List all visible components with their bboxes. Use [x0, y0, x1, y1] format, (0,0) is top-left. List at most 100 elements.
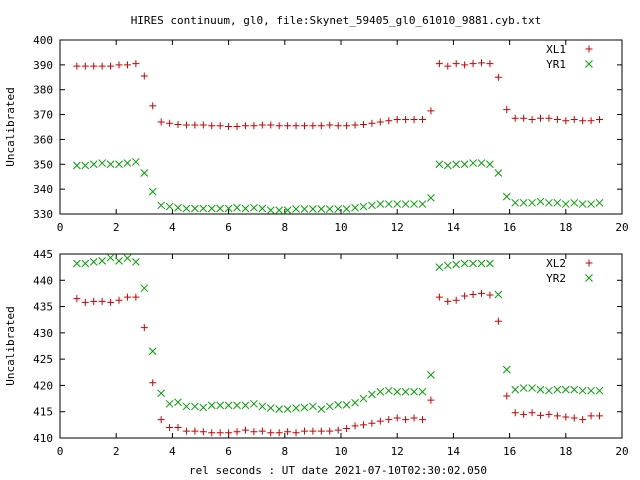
panel2-YR2-point — [207, 401, 216, 410]
panel2-YR2-point — [216, 401, 225, 410]
panel1-YR1-point — [460, 160, 469, 169]
panel1-YR1-point — [443, 161, 452, 170]
panel1-YR1-point — [519, 198, 528, 207]
panel2-XL2-point — [275, 429, 283, 437]
panel2-XL2-point — [199, 428, 207, 436]
panel1-XL1-point — [326, 121, 334, 129]
panel2-XL2-point — [140, 324, 148, 332]
panel1-YR1-point — [502, 192, 511, 201]
panel2-XL2-point — [267, 429, 275, 437]
panel1-XL1-point — [81, 62, 89, 70]
panel1-YR1-point — [81, 161, 90, 170]
panel2-YR2-point — [511, 385, 520, 394]
panel2-XL2-point — [309, 427, 317, 435]
panel2-YR2-point — [250, 399, 258, 408]
panel2-YR2-point — [292, 404, 300, 412]
panel1-YR1-point — [325, 205, 334, 213]
panel2-XL2-point — [368, 419, 376, 427]
panel2-YR2-point — [317, 405, 326, 413]
panel1-YR1-point — [292, 205, 300, 213]
panel1-YR1-point — [266, 206, 275, 215]
panel1-XL1-point — [385, 117, 393, 125]
panel1-XL1-point — [562, 117, 570, 125]
panel1-YR1-point — [427, 193, 435, 202]
panel2-YR2-point — [452, 260, 461, 269]
panel2-XL2-point — [537, 411, 545, 419]
panel1-XL1-point — [258, 121, 266, 129]
panel2-y-tick-label: 415 — [33, 406, 53, 419]
panel1-YR1-point — [283, 206, 292, 215]
panel2-legend-label-XL2: XL2 — [546, 257, 566, 270]
panel1-YR1-point — [309, 205, 317, 213]
panel2-YR2-point — [427, 371, 435, 379]
panel1-XL1-point — [376, 118, 384, 126]
panel1-YR1-point — [376, 200, 385, 208]
panel1-x-tick-label: 16 — [503, 221, 516, 234]
panel1-XL1-point — [166, 119, 174, 127]
panel1-XL1-point — [140, 72, 148, 80]
panel2-x-tick-label: 4 — [169, 445, 176, 458]
panel2-XL2-point — [486, 291, 494, 299]
panel1-YR1-point — [89, 160, 98, 169]
panel2-YR2-point — [376, 387, 385, 396]
panel2-YR2-point — [241, 401, 250, 410]
panel1-YR1-point — [275, 206, 284, 215]
panel1-YR1-point — [359, 202, 368, 211]
panel2-YR2-point — [536, 385, 545, 394]
panel2-XL2-point — [157, 416, 165, 424]
panel1-XL1-point — [402, 116, 410, 124]
panel1-XL1-point — [511, 114, 519, 122]
panel2-YR2-point — [199, 403, 208, 412]
panel1-YR1-point — [545, 198, 553, 207]
chart-panel-top: 0 2 4 6 8 10 12 14 16 18 20 330 340 350 360 370 380 390 40… — [4, 34, 629, 234]
chart-title: HIRES continuum, gl0, file:Skynet_59405_… — [131, 14, 542, 27]
panel1-x-tick-label: 2 — [113, 221, 120, 234]
panel2-series-XL2 — [73, 289, 604, 437]
panel2-XL2-point — [241, 426, 249, 434]
panel2-y-tick-label: 430 — [33, 327, 53, 340]
panel1-y-tick-label: 390 — [33, 59, 53, 72]
panel1-YR1-point — [536, 197, 545, 206]
panel1-YR1-point — [469, 159, 477, 167]
panel2-YR2-point — [384, 386, 393, 395]
panel1-XL1-point — [461, 61, 469, 69]
panel2-YR2-point — [486, 259, 494, 268]
panel1-XL1-point — [300, 122, 308, 130]
panel2-XL2-point — [225, 429, 233, 437]
panel2-YR2-point — [275, 405, 284, 413]
panel2-YR2-point — [587, 386, 595, 395]
panel1-XL1-point — [216, 122, 224, 130]
panel2-XL2-point — [174, 423, 182, 431]
panel2-YR2-point — [233, 401, 241, 410]
panel2-YR2-point — [174, 398, 182, 407]
panel2-XL2-point — [444, 297, 452, 305]
panel1-YR1-point — [174, 203, 182, 212]
panel1-XL1-point — [435, 60, 443, 68]
panel2-YR2-point — [393, 387, 402, 396]
panel2-y-tick-label: 440 — [33, 274, 53, 287]
panel2-XL2-point — [343, 425, 351, 433]
panel1-YR1-point — [452, 160, 461, 169]
panel1-x-tick-label: 18 — [559, 221, 572, 234]
panel2-XL2-point — [326, 427, 334, 435]
panel1-x-tick-label: 6 — [225, 221, 232, 234]
panel1-XL1-point — [90, 62, 98, 70]
panel1-legend-label-XL1: XL1 — [546, 43, 566, 56]
panel1-x-tick-label: 12 — [391, 221, 404, 234]
panel1-XL1-point — [418, 116, 426, 124]
panel1-XL1-point — [596, 116, 604, 124]
panel1-YR1-point — [258, 204, 267, 213]
panel2-XL2-point — [385, 416, 393, 424]
panel1-YR1-point — [140, 169, 149, 177]
panel1-XL1-point — [359, 121, 367, 129]
panel1-XL1-point — [284, 122, 292, 130]
panel1-YR1-point — [115, 160, 123, 169]
panel1-YR1-point — [393, 200, 402, 208]
panel2-YR2-point — [519, 384, 528, 392]
panel2-x-tick-label: 10 — [334, 445, 347, 458]
panel2-XL2-point — [284, 428, 292, 436]
panel1-XL1-point — [98, 62, 106, 70]
panel1-XL1-point — [452, 60, 460, 68]
panel2-XL2-point — [410, 414, 418, 422]
panel2-XL2-point — [393, 414, 401, 422]
